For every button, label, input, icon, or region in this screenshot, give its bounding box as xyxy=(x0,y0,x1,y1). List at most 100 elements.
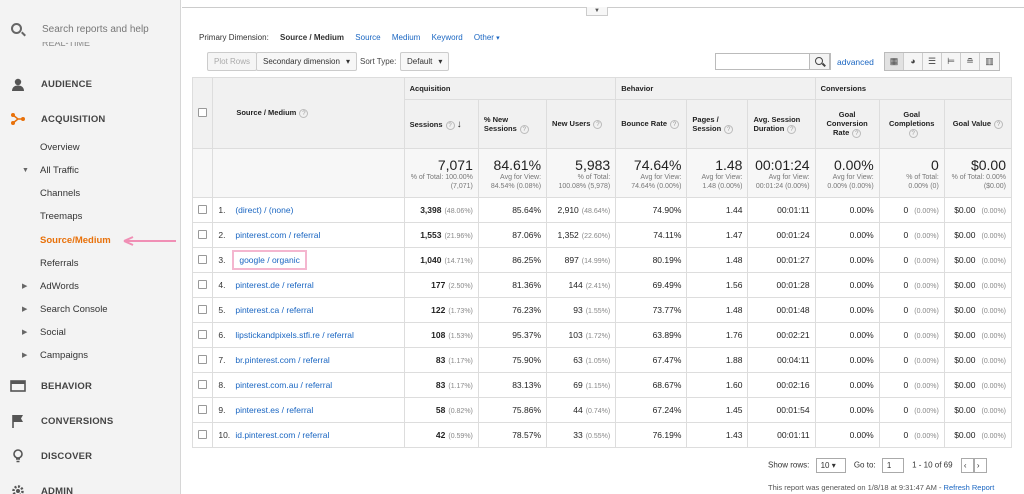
dimension-keyword-link[interactable]: Keyword xyxy=(431,33,463,42)
col-new-users[interactable]: New Users? xyxy=(546,99,617,149)
sidebar-section-admin[interactable]: ADMIN xyxy=(0,478,180,494)
col-sessions[interactable]: Sessions? ↓ xyxy=(403,99,479,149)
row-sessions: 108 (1.53%) xyxy=(403,322,479,348)
sidebar-section-audience[interactable]: AUDIENCE xyxy=(0,71,180,97)
next-page-button[interactable]: › xyxy=(973,458,987,473)
row-new-sessions: 85.64% xyxy=(477,197,548,223)
row-avg-duration: 00:01:27 xyxy=(747,247,816,273)
row-source-link[interactable]: pinterest.ca / referral xyxy=(235,305,314,315)
caret-right-icon[interactable]: ▶ xyxy=(22,329,28,336)
plot-rows-button[interactable]: Plot Rows xyxy=(207,52,258,71)
row-source-link[interactable]: br.pinterest.com / referral xyxy=(235,355,330,365)
caret-right-icon[interactable]: ▶ xyxy=(22,352,28,359)
prev-page-button[interactable]: ‹ xyxy=(960,458,974,473)
dimension-source-link[interactable]: Source xyxy=(355,33,381,42)
select-all-checkbox[interactable] xyxy=(198,107,207,117)
sort-type-select[interactable]: Default xyxy=(400,52,450,71)
term-cloud-view-icon[interactable]: ≘ xyxy=(961,53,980,70)
row-checkbox[interactable] xyxy=(198,379,208,389)
col-new-sessions[interactable]: % New Sessions? xyxy=(477,99,548,149)
sidebar-section-discover[interactable]: DISCOVER xyxy=(0,443,180,469)
chevron-down-icon: ▾ xyxy=(496,35,500,42)
advanced-filter-link[interactable]: advanced xyxy=(837,57,874,67)
col-source-medium[interactable]: Source / Medium? xyxy=(212,77,405,149)
sidebar-item-source-medium[interactable]: Source/Medium xyxy=(40,235,111,246)
row-source-link[interactable]: google / organic xyxy=(232,250,307,270)
row-checkbox[interactable] xyxy=(198,204,208,214)
row-source-link[interactable]: pinterest.es / referral xyxy=(235,405,314,415)
row-goal-completions: 0 (0.00%) xyxy=(878,422,945,448)
table-view-icon[interactable]: ▦ xyxy=(885,53,904,70)
sidebar-section-behavior[interactable]: BEHAVIOR xyxy=(0,373,180,399)
help-icon[interactable]: ? xyxy=(787,124,797,134)
sidebar-item-search-console[interactable]: Search Console xyxy=(40,304,108,315)
sidebar-item-adwords[interactable]: AdWords xyxy=(40,281,79,292)
sidebar-item-campaigns[interactable]: Campaigns xyxy=(40,350,89,361)
row-source-cell: 5. pinterest.ca / referral xyxy=(212,297,405,323)
row-new-sessions: 76.23% xyxy=(477,297,548,323)
row-checkbox[interactable] xyxy=(198,254,208,264)
help-icon[interactable]: ? xyxy=(299,109,309,118)
col-bounce-label: Bounce Rate xyxy=(621,119,668,128)
help-icon[interactable]: ? xyxy=(593,120,603,129)
row-checkbox[interactable] xyxy=(198,229,208,239)
sidebar-item-all-traffic[interactable]: All Traffic xyxy=(40,165,79,176)
row-source-link[interactable]: (direct) / (none) xyxy=(235,205,294,215)
caret-down-icon[interactable]: ▼ xyxy=(22,167,29,174)
sidebar-item-treemaps[interactable]: Treemaps xyxy=(40,211,83,222)
row-source-link[interactable]: pinterest.com / referral xyxy=(235,230,321,240)
dimension-medium-link[interactable]: Medium xyxy=(391,33,421,42)
sidebar-item-channels[interactable]: Channels xyxy=(40,188,81,199)
help-icon[interactable]: ? xyxy=(724,124,734,134)
sidebar-section-acquisition[interactable]: ACQUISITION xyxy=(0,106,180,132)
sidebar-item-overview[interactable]: Overview xyxy=(40,142,80,153)
row-goal-value: $0.00 (0.00%) xyxy=(943,322,1013,348)
collapse-toggle[interactable]: ▼ xyxy=(586,7,608,16)
row-checkbox[interactable] xyxy=(198,279,208,289)
sort-desc-icon[interactable]: ↓ xyxy=(456,118,462,130)
table-search-input[interactable] xyxy=(715,53,831,70)
rows-per-page-select[interactable]: 10 ▾ xyxy=(815,458,846,473)
help-icon[interactable]: ? xyxy=(519,124,529,134)
row-source-link[interactable]: id.pinterest.com / referral xyxy=(235,430,330,440)
help-icon[interactable]: ? xyxy=(670,120,680,129)
col-goal-conversion-rate[interactable]: Goal Conversion Rate? xyxy=(814,99,880,149)
row-checkbox[interactable] xyxy=(198,404,208,414)
table-search-button[interactable] xyxy=(809,53,830,70)
col-bounce-rate[interactable]: Bounce Rate? xyxy=(615,99,688,149)
col-goal-completions[interactable]: Goal Completions? xyxy=(878,99,945,149)
caret-right-icon[interactable]: ▶ xyxy=(22,306,28,313)
refresh-report-link[interactable]: Refresh Report xyxy=(943,483,995,492)
sidebar-item-referrals[interactable]: Referrals xyxy=(40,258,79,269)
row-sessions-pct: (0.82%) xyxy=(448,408,473,415)
comparison-view-icon[interactable]: ⊨ xyxy=(942,53,961,70)
row-source-link[interactable]: pinterest.de / referral xyxy=(235,280,314,290)
row-checkbox[interactable] xyxy=(198,329,208,339)
help-icon[interactable]: ? xyxy=(908,129,918,138)
search-placeholder[interactable]: Search reports and help xyxy=(42,24,149,35)
total-bounce-sub: Avg for View: 74.64% (0.00%) xyxy=(631,174,682,190)
secondary-dimension-select[interactable]: Secondary dimension xyxy=(256,52,357,71)
performance-view-icon[interactable]: ☰ xyxy=(923,53,942,70)
caret-right-icon[interactable]: ▶ xyxy=(22,283,28,290)
sidebar-search[interactable]: Search reports and help xyxy=(0,14,180,42)
help-icon[interactable]: ? xyxy=(445,120,455,130)
row-checkbox[interactable] xyxy=(198,354,208,364)
help-icon[interactable]: ? xyxy=(852,129,862,138)
sidebar-section-conversions[interactable]: CONVERSIONS xyxy=(0,408,180,434)
pivot-view-icon[interactable]: ▥ xyxy=(980,53,999,70)
row-bounce-rate: 73.77% xyxy=(615,297,688,323)
help-icon[interactable]: ? xyxy=(994,120,1004,129)
row-checkbox[interactable] xyxy=(198,429,208,439)
goto-input[interactable]: 1 xyxy=(881,458,904,473)
row-checkbox[interactable] xyxy=(198,304,208,314)
row-source-link[interactable]: lipstickandpixels.stfi.re / referral xyxy=(235,330,354,340)
col-goal-value[interactable]: Goal Value? xyxy=(943,99,1013,149)
pie-view-icon[interactable]: ◕ xyxy=(904,53,923,70)
dimension-other-dropdown[interactable]: Other ▾ xyxy=(474,33,500,42)
col-pages-session[interactable]: Pages / Session? xyxy=(686,99,749,149)
col-avg-duration[interactable]: Avg. Session Duration? xyxy=(747,99,816,149)
sidebar-item-social[interactable]: Social xyxy=(40,327,66,338)
sidebar-item-realtime[interactable]: REAL-TIME xyxy=(42,42,91,48)
row-source-link[interactable]: pinterest.com.au / referral xyxy=(235,380,333,390)
